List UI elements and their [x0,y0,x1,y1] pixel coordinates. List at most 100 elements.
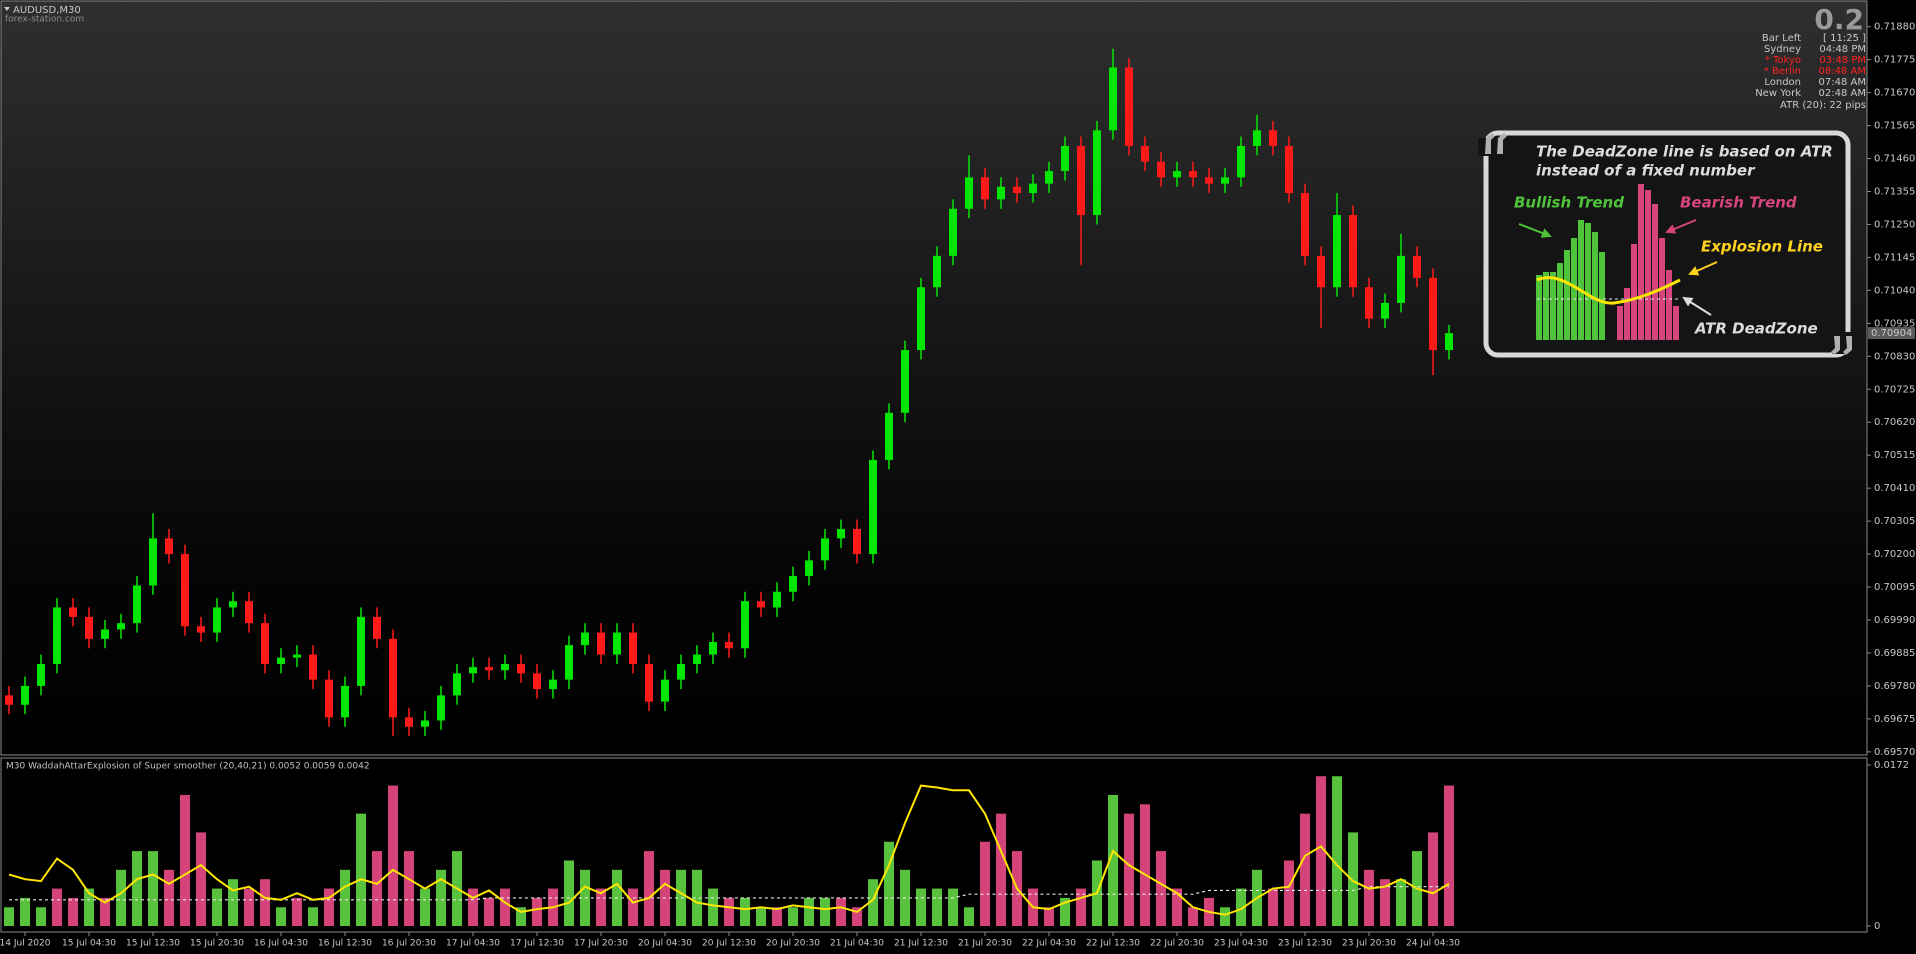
candle-body [85,616,93,639]
candle-body [533,673,541,690]
candle-body [1205,177,1213,184]
x-tick-label: 15 Jul 12:30 [126,939,180,949]
candle-body [357,616,365,686]
candle-body [645,663,653,702]
info-label: * Berlin [1764,66,1801,77]
x-tick-label: 17 Jul 12:30 [510,939,564,949]
y-tick-label: 0.70620 [1874,417,1915,428]
histogram-bar [1396,879,1406,926]
histogram-bar [436,869,446,926]
candle-body [725,641,733,649]
histogram-bar [244,888,254,926]
bearish-label: Bearish Trend [1680,194,1797,212]
y-tick-label: 0.70305 [1874,516,1915,527]
candle-body [133,585,141,624]
candle-body [773,591,781,608]
x-tick-label: 17 Jul 20:30 [574,939,628,949]
candle-body [181,554,189,627]
histogram-bar [68,897,78,926]
x-tick-label: 20 Jul 04:30 [638,939,692,949]
candle-body [1397,255,1405,303]
histogram-bar [404,851,414,926]
info-label: Sydney [1764,44,1801,55]
info-time: 02:48 AM [1819,88,1866,99]
histogram-bar [788,907,798,926]
histogram-bar [996,813,1006,926]
histogram-bar [868,879,878,926]
candle-body [1237,145,1245,178]
candle-body [325,679,333,718]
candle-body [53,607,61,664]
histogram-bar [1188,907,1198,926]
candle-body [437,695,445,721]
candle-body [629,632,637,664]
candle-body [693,654,701,664]
candle-body [1333,215,1341,288]
candle-body [1029,183,1037,194]
histogram-bar [516,907,526,926]
main-pane [0,0,1868,756]
y-tick-label: 0.70725 [1874,384,1915,395]
candle-body [581,632,589,646]
candle-body [1317,255,1325,288]
y-tick-label: 0.70410 [1874,483,1915,494]
candle-body [389,638,397,718]
y-tick-label: 0.69780 [1874,681,1915,692]
candle-body [1109,67,1117,131]
x-tick-label: 24 Jul 04:30 [1406,939,1460,949]
candle-body [597,632,605,655]
candle-body [981,177,989,200]
indicator-title: M30 WaddahAttarExplosion of Super smooth… [6,762,370,772]
window-menu-icon[interactable] [4,7,10,11]
y-tick-label: 0.69570 [1874,747,1915,758]
candle-body [405,717,413,727]
candle-body [229,601,237,608]
candle-body [1141,145,1149,162]
histogram-bar [276,907,286,926]
x-tick-label: 22 Jul 04:30 [1022,939,1076,949]
x-tick-label: 16 Jul 12:30 [318,939,372,949]
histogram-bar [20,897,30,926]
histogram-bar [964,907,974,926]
candle-body [965,177,973,209]
histogram-bar [1108,794,1118,926]
candle-body [1125,67,1133,146]
histogram-bar [980,841,990,926]
deadzone-line [9,886,1449,901]
histogram-bar [1284,860,1294,926]
histogram-bar [1316,776,1326,926]
histogram-bar [500,888,510,926]
histogram-bar [484,897,494,926]
candle-body [485,667,493,671]
candle-body [677,663,685,680]
info-label: * Tokyo [1765,55,1801,66]
histogram-bar [196,832,206,926]
y-tick-label: 0.71250 [1874,219,1915,230]
candle-body [5,695,13,705]
x-tick-label: 15 Jul 04:30 [62,939,116,949]
explosion-line [8,784,1450,916]
x-tick-label: 15 Jul 20:30 [190,939,244,949]
info-time: 08:48 AM [1819,66,1866,77]
candle-body [1269,130,1277,146]
candle-body [1061,145,1069,172]
histogram-bar [36,907,46,926]
symbol: AUDUSD,M30 [13,5,81,16]
candle-body [293,654,301,658]
y-tick-label: 0.70200 [1874,549,1915,560]
candle-body [261,623,269,664]
histogram-bar [52,888,62,926]
histogram-bar [884,841,894,926]
histogram-bar [148,851,158,926]
candle-body [869,459,877,555]
histogram-bar [308,907,318,926]
candle-body [245,601,253,624]
candle-body [949,208,957,256]
candle-body [1285,145,1293,194]
histogram-bar [1428,832,1438,926]
x-tick-label: 22 Jul 20:30 [1150,939,1204,949]
histogram-bar [1076,888,1086,926]
last-price: 0.70904 [1871,328,1912,339]
candle-body [789,576,797,592]
